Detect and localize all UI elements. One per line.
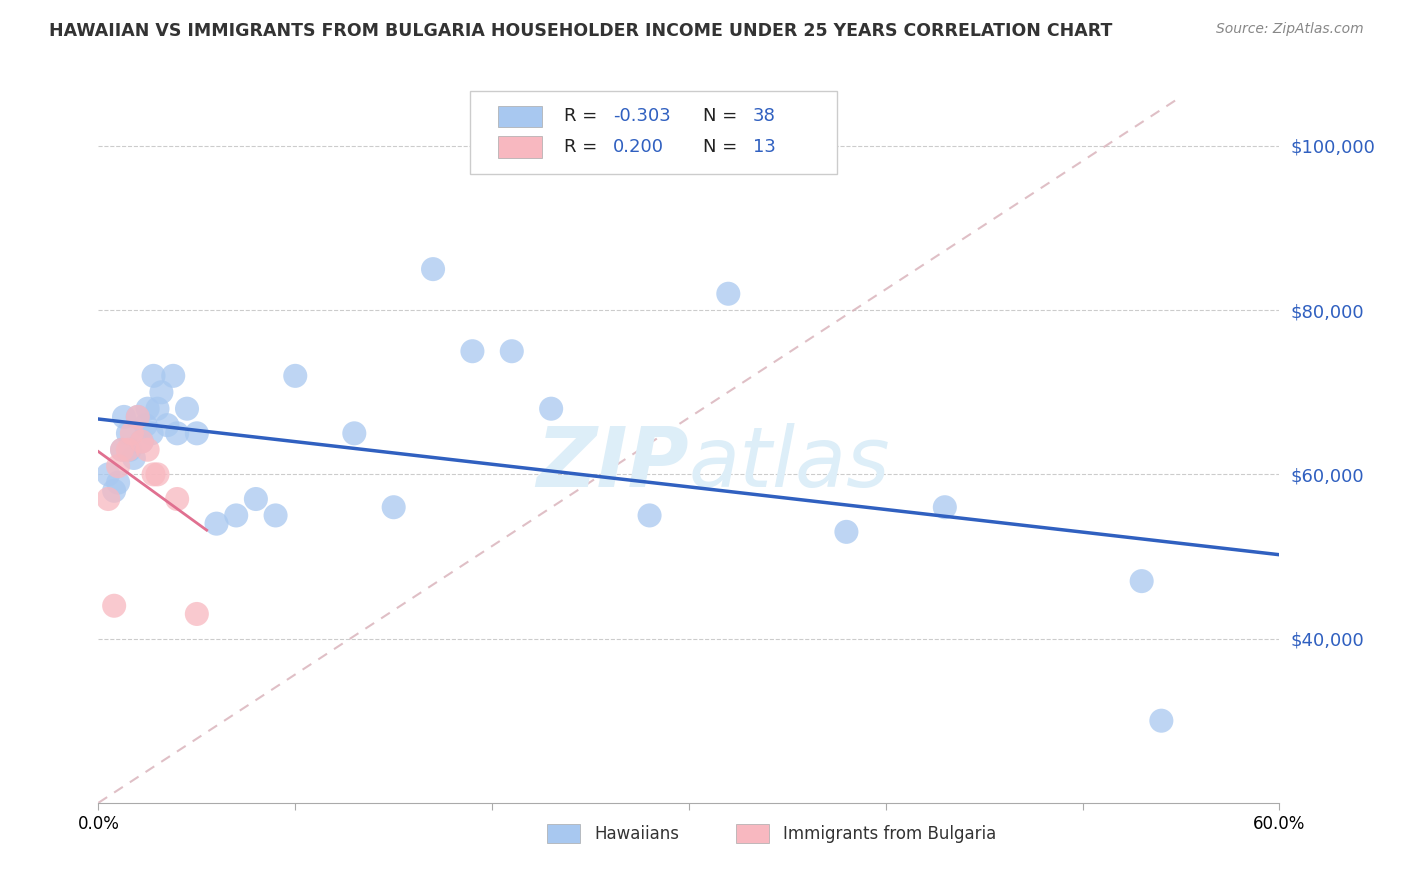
Text: atlas: atlas <box>689 423 890 504</box>
Text: 38: 38 <box>752 107 776 126</box>
Text: Hawaiians: Hawaiians <box>595 824 679 843</box>
FancyBboxPatch shape <box>471 91 837 174</box>
Point <box>150 385 173 400</box>
Point <box>343 426 366 441</box>
Text: 0.200: 0.200 <box>613 137 665 156</box>
Point <box>111 442 134 457</box>
FancyBboxPatch shape <box>737 824 769 843</box>
Text: 13: 13 <box>752 137 776 156</box>
Point <box>127 409 149 424</box>
Point <box>103 483 125 498</box>
Point <box>264 508 287 523</box>
Point <box>131 434 153 449</box>
Point <box>245 491 267 506</box>
Point <box>136 442 159 457</box>
Point <box>162 368 184 383</box>
Point <box>111 442 134 457</box>
Point <box>118 442 141 457</box>
Point <box>382 500 405 515</box>
Point <box>186 607 208 621</box>
Point <box>284 368 307 383</box>
Point <box>461 344 484 359</box>
Point <box>835 524 858 539</box>
Point <box>135 418 157 433</box>
Text: Immigrants from Bulgaria: Immigrants from Bulgaria <box>783 824 997 843</box>
Point <box>112 409 135 424</box>
FancyBboxPatch shape <box>547 824 581 843</box>
Point <box>638 508 661 523</box>
Point <box>117 426 139 441</box>
Point <box>97 491 120 506</box>
Point <box>141 426 163 441</box>
Point <box>121 426 143 441</box>
FancyBboxPatch shape <box>498 136 543 158</box>
FancyBboxPatch shape <box>498 105 543 128</box>
Text: R =: R = <box>564 137 603 156</box>
Point <box>107 459 129 474</box>
Point <box>107 475 129 490</box>
Point <box>122 450 145 465</box>
Text: N =: N = <box>703 107 744 126</box>
Point <box>142 368 165 383</box>
Text: ZIP: ZIP <box>536 423 689 504</box>
Point <box>1130 574 1153 588</box>
Point <box>146 467 169 482</box>
Point <box>156 418 179 433</box>
Text: HAWAIIAN VS IMMIGRANTS FROM BULGARIA HOUSEHOLDER INCOME UNDER 25 YEARS CORRELATI: HAWAIIAN VS IMMIGRANTS FROM BULGARIA HOU… <box>49 22 1112 40</box>
Point <box>146 401 169 416</box>
Point <box>1150 714 1173 728</box>
Point <box>225 508 247 523</box>
Point <box>103 599 125 613</box>
Point <box>422 262 444 277</box>
Point <box>166 491 188 506</box>
Point <box>117 442 139 457</box>
Text: Source: ZipAtlas.com: Source: ZipAtlas.com <box>1216 22 1364 37</box>
Point <box>166 426 188 441</box>
Text: -0.303: -0.303 <box>613 107 671 126</box>
Point <box>142 467 165 482</box>
Point <box>934 500 956 515</box>
Point <box>205 516 228 531</box>
Point <box>136 401 159 416</box>
Point <box>186 426 208 441</box>
Point <box>131 434 153 449</box>
Point <box>176 401 198 416</box>
Point <box>127 409 149 424</box>
Point <box>540 401 562 416</box>
Point <box>717 286 740 301</box>
Text: R =: R = <box>564 107 603 126</box>
Point <box>501 344 523 359</box>
Point <box>97 467 120 482</box>
Text: N =: N = <box>703 137 744 156</box>
